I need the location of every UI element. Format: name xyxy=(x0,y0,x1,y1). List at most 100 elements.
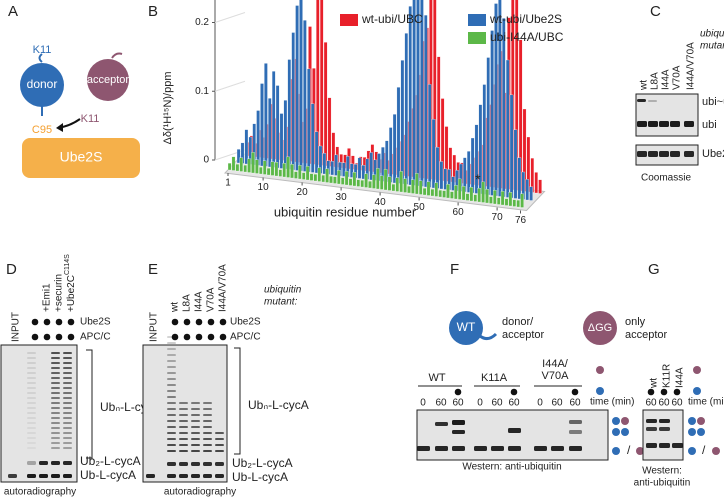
band xyxy=(51,387,60,389)
donor-k11-tail xyxy=(38,53,43,63)
band xyxy=(51,447,60,449)
band xyxy=(191,438,200,440)
band xyxy=(646,419,657,423)
band xyxy=(659,427,670,431)
y-tick-label: 0.1 xyxy=(195,86,209,97)
mutant-label: mutant: xyxy=(264,297,298,308)
bar xyxy=(295,5,299,171)
band-label: Ube2S xyxy=(702,148,724,160)
band xyxy=(63,412,72,414)
band xyxy=(670,151,680,157)
y-axis-label: Δδ(¹H¹⁵N)/ppm xyxy=(162,71,174,144)
bar xyxy=(469,187,474,202)
lane-label: L8A xyxy=(182,294,193,312)
bracket xyxy=(234,347,241,455)
bar xyxy=(427,84,432,188)
dot xyxy=(55,318,63,326)
acceptor-label: acceptor xyxy=(87,74,130,86)
band xyxy=(63,387,72,389)
band xyxy=(51,382,60,384)
bar xyxy=(465,193,470,201)
legend-label: wt-ubi/Ube2S xyxy=(489,12,562,26)
band xyxy=(63,447,72,449)
band xyxy=(51,432,60,434)
band xyxy=(51,442,60,444)
panel-label: C xyxy=(650,3,661,20)
band xyxy=(51,392,60,394)
row-label: APC/C xyxy=(230,332,261,343)
chain-icon xyxy=(697,428,705,436)
bar xyxy=(412,0,416,186)
band xyxy=(215,444,224,446)
bar xyxy=(301,172,306,180)
band xyxy=(452,430,465,434)
band xyxy=(51,407,60,409)
bar xyxy=(279,113,284,169)
bar xyxy=(317,167,322,182)
time-tick: 60 xyxy=(452,398,464,409)
panel-a: Ube2S donor K11 acceptor K11 C95 xyxy=(20,44,140,178)
bar xyxy=(461,186,466,201)
band xyxy=(684,151,694,157)
bar xyxy=(344,171,349,186)
gel xyxy=(635,93,699,137)
dot xyxy=(171,318,179,326)
band xyxy=(179,474,188,478)
bar xyxy=(485,189,489,204)
bar xyxy=(387,176,392,191)
bar xyxy=(298,165,302,180)
lane-label: I44A xyxy=(661,69,672,90)
dot xyxy=(510,388,518,396)
species-label: Ubₙ-L-cycA xyxy=(248,398,309,412)
bar xyxy=(502,18,506,198)
band xyxy=(435,446,448,451)
band xyxy=(203,408,212,410)
bar xyxy=(364,173,368,188)
bar xyxy=(482,84,487,195)
bar xyxy=(516,199,520,208)
bar xyxy=(259,166,263,175)
band xyxy=(215,438,224,440)
bar xyxy=(470,137,475,194)
band xyxy=(167,408,176,410)
gel xyxy=(642,409,684,461)
bar xyxy=(376,168,380,190)
x-tick-label: 70 xyxy=(492,212,504,223)
x-tick-label: 20 xyxy=(297,187,309,198)
lane-label-main: +Ube2C xyxy=(66,275,77,312)
bar xyxy=(310,103,315,173)
dot xyxy=(43,333,51,341)
band xyxy=(637,121,647,127)
legend-swatch xyxy=(468,14,486,26)
panel-g: time (min) Western: anti-ubiquitin / xyxy=(634,397,724,489)
lane-label: I44A xyxy=(194,291,205,312)
time-tick: 60 xyxy=(551,398,563,409)
band xyxy=(167,366,176,368)
band xyxy=(637,151,647,157)
band xyxy=(27,382,36,384)
band xyxy=(27,362,36,364)
bar xyxy=(244,129,249,165)
bar xyxy=(431,119,436,189)
bar xyxy=(275,85,280,169)
bar xyxy=(266,167,271,176)
band xyxy=(51,417,60,419)
time-tick: 60 xyxy=(491,398,503,409)
lane-label: V70A xyxy=(672,65,683,90)
band xyxy=(27,422,36,424)
chain-icon xyxy=(712,447,720,455)
bar xyxy=(490,30,494,196)
bar xyxy=(504,198,509,206)
bar xyxy=(403,178,407,193)
band xyxy=(63,357,72,359)
band xyxy=(51,397,60,399)
bar xyxy=(391,183,396,192)
gel xyxy=(416,409,609,461)
wt-label: WT xyxy=(457,320,476,334)
band xyxy=(8,474,17,478)
band xyxy=(179,420,188,422)
lane-label: +securin xyxy=(54,274,65,312)
band xyxy=(51,474,60,478)
y-tick-label: 0.2 xyxy=(195,17,209,28)
band xyxy=(63,377,72,379)
